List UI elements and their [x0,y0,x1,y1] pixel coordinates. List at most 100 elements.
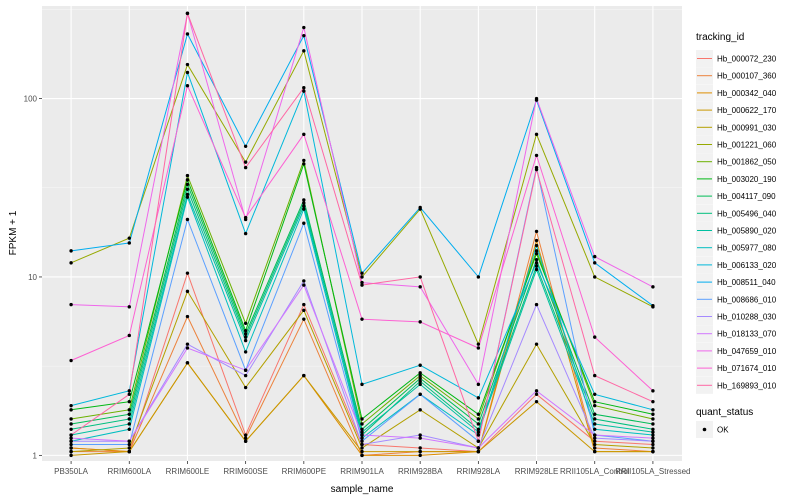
data-point [360,422,364,426]
data-point [418,285,422,289]
x-tick-label: RRIM928LA [457,467,501,476]
data-point [69,449,73,454]
data-point [651,285,655,289]
data-point [651,442,655,447]
data-point [534,251,539,256]
data-point [534,153,539,158]
data-point [302,198,306,202]
data-point [534,342,539,346]
data-point [302,279,306,283]
data-point [243,439,248,443]
data-point [302,283,306,287]
data-point [302,317,306,321]
data-point [360,442,364,447]
data-point [651,417,655,421]
data-point [476,342,481,346]
data-point [534,392,539,396]
y-axis-ticks: 1 10 100 [24,95,42,460]
data-point [418,205,422,210]
legend-color-title: tracking_id [696,32,744,43]
data-point [651,449,655,454]
data-point [127,412,131,416]
legend-label: Hb_071674_010 [717,364,777,373]
data-point [651,427,655,432]
y-tick-label: 1 [33,451,38,460]
data-point [534,243,539,248]
x-tick-label: RRII105LA_Control [560,467,630,476]
data-point [593,392,597,396]
data-point [69,436,73,440]
y-axis-title: FPKM + 1 [8,210,19,255]
legend-label: Hb_003020_190 [717,175,777,184]
data-point [243,338,248,343]
legend-shape-items: OK [696,421,729,438]
data-point [360,436,364,440]
data-point [534,257,539,262]
legend-shape-title: quant_status [696,407,753,418]
data-point [476,422,481,426]
data-point [127,236,131,240]
data-point [418,363,422,367]
x-tick-label: RRIM600LE [166,467,210,476]
data-point [418,392,422,396]
data-point [243,385,248,390]
data-point [185,342,190,346]
legend-label: Hb_000991_030 [717,123,777,132]
data-point [476,417,481,421]
data-point [69,439,73,443]
data-point [127,417,131,421]
data-point [185,187,190,191]
data-point [127,389,131,393]
data-point [302,302,306,307]
data-point [69,446,73,450]
data-point [302,89,306,93]
data-point [651,412,655,416]
data-point [302,204,306,208]
data-point [418,275,422,279]
data-point [476,430,481,434]
data-point [593,261,597,265]
data-point [534,96,539,101]
data-point [69,358,73,363]
data-point [593,254,597,259]
data-point [69,417,73,421]
data-point [127,427,131,432]
x-tick-label: RRIM928LE [515,467,559,476]
data-point [476,275,481,279]
data-point [651,422,655,426]
legend-label: Hb_047659_010 [717,347,777,356]
x-tick-label: PB350LA [54,467,88,476]
legend: tracking_id Hb_000072_230Hb_000107_360Hb… [696,32,777,438]
x-tick-label: RRIM928BA [398,467,443,476]
data-point [418,436,422,440]
data-point [534,132,539,137]
data-point [69,403,73,408]
legend-label: Hb_000107_360 [717,72,777,81]
data-point [185,11,190,16]
data-point [243,350,248,354]
data-point [593,439,597,443]
y-tick-label: 10 [28,273,37,282]
data-point [185,346,190,350]
legend-label: Hb_005977_080 [717,244,777,253]
legend-label: Hb_018133_070 [717,330,777,339]
data-point [593,335,597,339]
data-point [185,271,190,275]
legend-label: Hb_000072_230 [717,55,777,64]
data-point [651,430,655,434]
data-point [185,173,190,178]
data-point [302,162,306,166]
data-point [651,433,655,437]
data-point [534,167,539,172]
data-point [651,408,655,412]
data-point [243,433,248,437]
legend-label: Hb_000342_040 [717,89,777,98]
legend-color-items: Hb_000072_230 Hb_000107_360 Hb_000342_040 H… [696,50,777,394]
data-point [534,302,539,307]
data-point [360,271,364,275]
data-point [534,267,539,272]
x-axis-title: sample_name [331,484,394,495]
data-point [534,389,539,393]
data-point [651,439,655,443]
